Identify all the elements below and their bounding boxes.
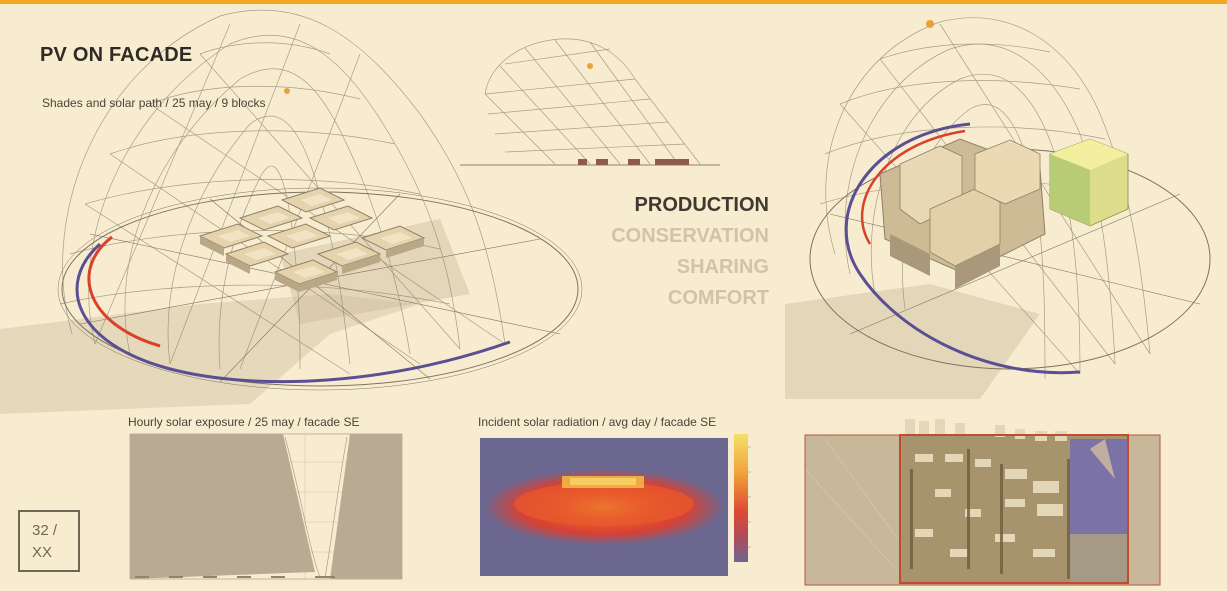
heatmap-color-legend — [734, 434, 748, 562]
facade-section-diagram — [460, 38, 720, 166]
hourly-exposure-chart — [129, 433, 403, 580]
incident-radiation-caption: Incident solar radiation / avg day / fac… — [478, 415, 717, 429]
incident-radiation-heatmap — [480, 434, 751, 576]
ground-shadow-right — [785, 284, 1040, 399]
urban-block-model — [879, 138, 1129, 289]
hourly-exposure-caption: Hourly solar exposure / 25 may / facade … — [128, 415, 360, 429]
sun-path-blue-left — [75, 242, 511, 384]
theme-conservation: CONSERVATION — [611, 225, 769, 247]
sun-path-diagram-left — [0, 9, 583, 414]
sun-path-blue-right — [844, 122, 1081, 375]
page-number: 32 / — [32, 522, 58, 539]
theme-list: PRODUCTION CONSERVATION SHARING COMFORT — [611, 190, 769, 314]
sun-path-red-left — [87, 235, 161, 348]
slide-subtitle: Shades and solar path / 25 may / 9 block… — [42, 96, 266, 110]
theme-production: PRODUCTION — [634, 194, 769, 216]
exposure-area-afternoon — [330, 434, 402, 579]
facade-section-blocks — [578, 159, 689, 165]
page-total: XX — [32, 544, 53, 561]
exposure-area-morning — [130, 434, 315, 579]
sun-path-diagram-right — [785, 17, 1211, 399]
facade-elevation-render — [804, 419, 1161, 586]
sun-marker-middle — [587, 63, 593, 69]
theme-sharing: SHARING — [676, 256, 769, 278]
sun-marker-left — [284, 88, 290, 94]
sun-marker-right — [926, 20, 934, 28]
sun-path-red-right — [860, 129, 966, 245]
slide-title: PV ON FACADE — [40, 44, 193, 66]
theme-comfort: COMFORT — [667, 287, 769, 309]
page-number-box: 32 / XX — [18, 510, 80, 572]
nine-blocks-model — [198, 187, 426, 292]
